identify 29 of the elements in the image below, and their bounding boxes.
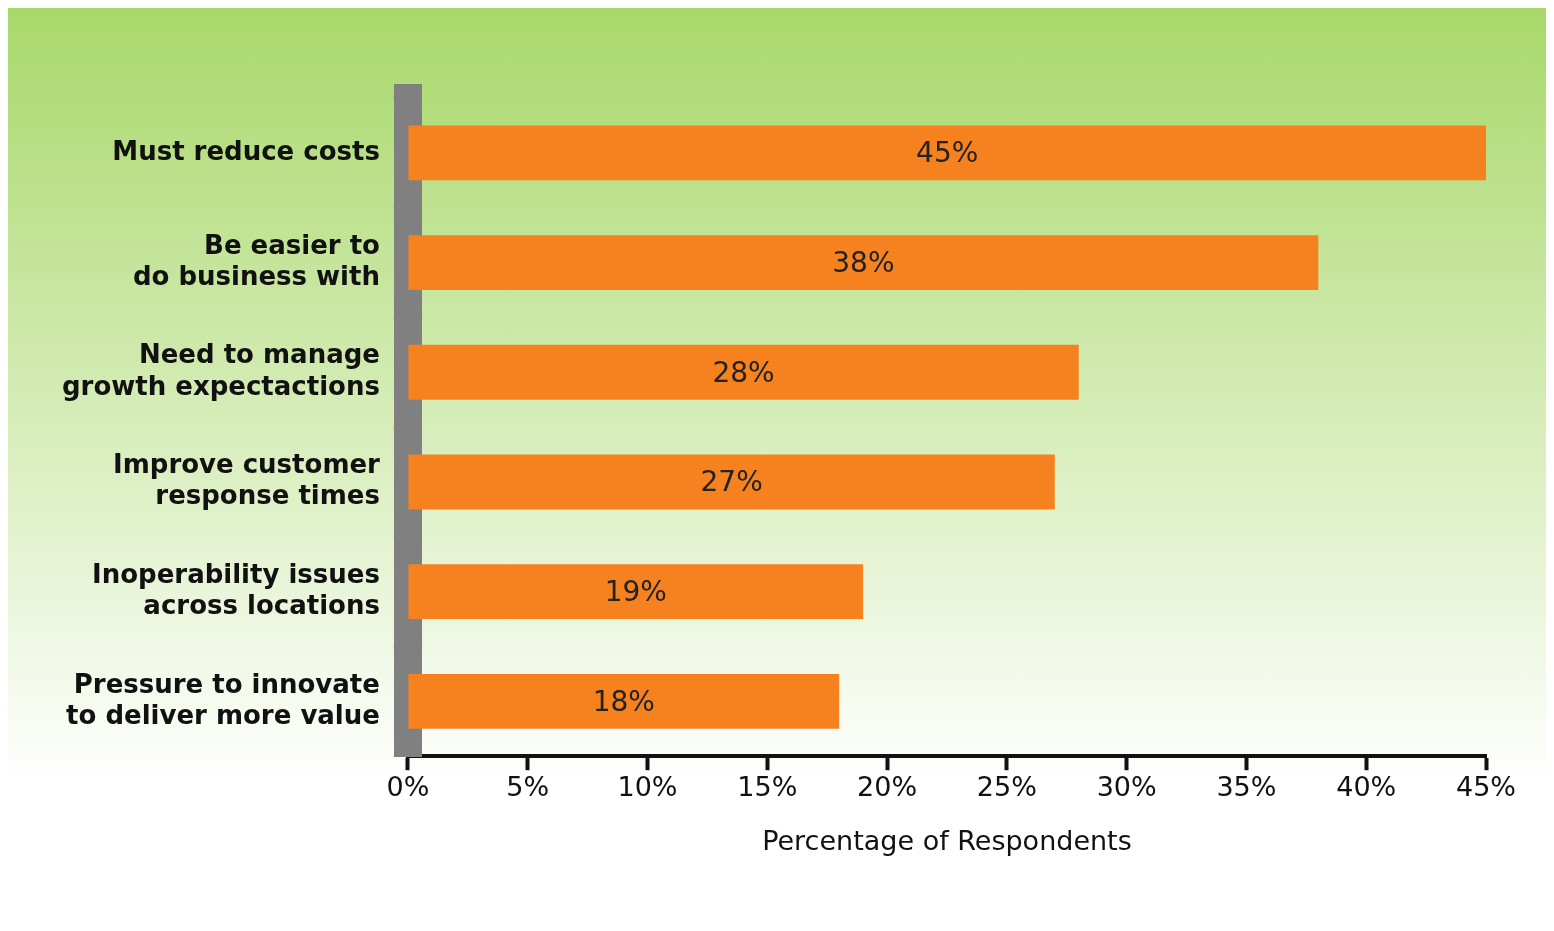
data-label: 18% bbox=[592, 684, 655, 718]
bar bbox=[408, 235, 1319, 290]
bar bbox=[408, 673, 840, 729]
bar bbox=[408, 564, 864, 620]
y-tick-label: Improve customer response times bbox=[113, 449, 381, 511]
bar bbox=[408, 344, 1079, 400]
data-label: 19% bbox=[604, 574, 667, 608]
x-tick-label: 30% bbox=[1096, 771, 1157, 803]
bar bbox=[408, 454, 1055, 510]
y-tick-label: Need to manage growth expectactions bbox=[61, 339, 380, 401]
bar bbox=[408, 125, 1486, 181]
data-label: 45% bbox=[916, 136, 979, 170]
x-tick-label: 40% bbox=[1336, 771, 1397, 803]
x-tick-label: 5% bbox=[506, 771, 550, 803]
y-tick-label: Inoperability issues across locations bbox=[92, 558, 380, 620]
x-tick-label: 20% bbox=[857, 771, 918, 803]
x-tick-label: 25% bbox=[976, 771, 1037, 803]
x-axis-title: Percentage of Respondents bbox=[762, 824, 1132, 856]
data-label: 28% bbox=[712, 355, 775, 389]
y-tick-label: Pressure to innovate to deliver more value bbox=[66, 668, 380, 730]
x-tick-label: 0% bbox=[386, 771, 430, 803]
y-tick-label: Must reduce costs bbox=[112, 135, 380, 166]
data-label: 38% bbox=[832, 245, 895, 279]
x-tick-label: 10% bbox=[617, 771, 678, 803]
x-tick-label: 15% bbox=[737, 771, 798, 803]
x-tick-label: 45% bbox=[1455, 771, 1517, 803]
y-tick-label: Be easier to do business with bbox=[132, 229, 380, 291]
data-label: 27% bbox=[700, 465, 763, 499]
x-tick-label: 35% bbox=[1216, 771, 1277, 803]
